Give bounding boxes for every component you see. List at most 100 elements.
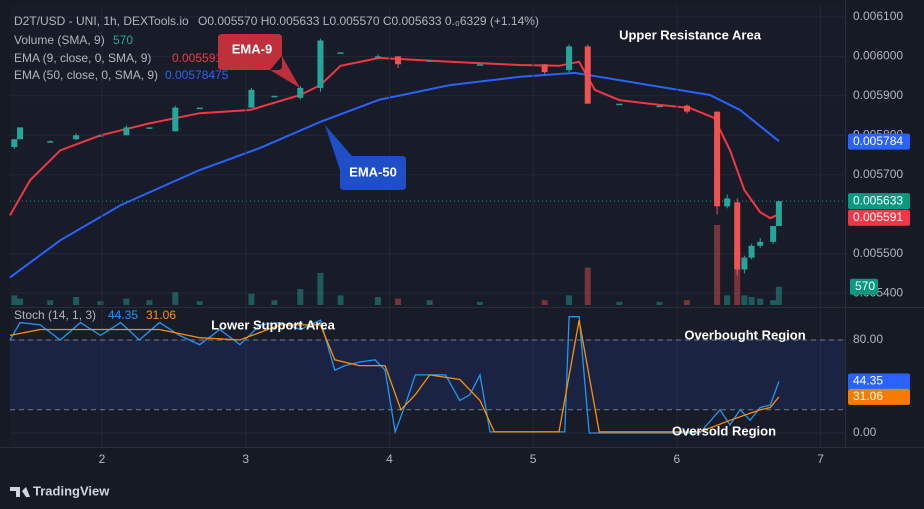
volume-badge (850, 278, 878, 295)
annotation: Oversold Region (672, 423, 776, 438)
candle-body (97, 135, 104, 137)
callout-box (218, 34, 300, 88)
candle-body (770, 226, 777, 242)
candle-body (476, 64, 483, 66)
volume-bar (271, 300, 278, 305)
volume-bar (395, 298, 402, 305)
candle-body (683, 105, 690, 112)
stoch-legend: Stoch (14, 1, 3) 44.35 31.06 (14, 308, 176, 322)
candle-body (248, 89, 255, 108)
price-badge-label: 31.06 (853, 389, 883, 403)
candle-body (584, 46, 591, 104)
volume-bar (317, 273, 324, 305)
symbol: D2T/USD - UNI, 1h, DEXTools.io (14, 14, 189, 28)
y-tick-label: 0.005900 (853, 88, 903, 102)
x-tick-label: 5 (530, 452, 537, 466)
volume-bar (146, 300, 153, 305)
annotation: Lower Support Area (211, 317, 336, 332)
candle-body (317, 40, 324, 88)
price-badge (848, 193, 910, 210)
volume-bar (757, 298, 764, 305)
ema9-callout: EMA-9 (218, 34, 300, 88)
x-tick-label: 6 (674, 452, 681, 466)
volume-bar (741, 295, 748, 305)
logo (10, 487, 30, 497)
y-tick-label: 0.005500 (853, 246, 903, 260)
candle-body (757, 241, 764, 246)
volume-bar (248, 293, 255, 305)
callout-box (325, 125, 406, 190)
volume-bar (714, 225, 721, 305)
ema50-callout: EMA-50 (325, 125, 406, 190)
series-line (9, 320, 780, 433)
price-badge-label: 0.005633 (853, 193, 903, 207)
volume-bar (748, 297, 755, 305)
volume-legend: Volume (SMA, 9) (14, 33, 105, 47)
volume-bar (172, 292, 179, 305)
candle-body (146, 127, 153, 129)
x-tick-label: 3 (242, 452, 249, 466)
watermark: TradingView (10, 483, 110, 498)
candle-body (616, 103, 623, 106)
candle-body (123, 127, 130, 136)
candle-body (172, 107, 179, 132)
legend-entry: EMA (50, close, 0, SMA, 9) (14, 68, 158, 82)
candle-body (741, 257, 748, 270)
volume-bar (775, 286, 782, 305)
candle-body (748, 245, 755, 258)
annotation: EMA-9 (232, 41, 272, 56)
volume-bar (683, 300, 690, 305)
volume-badge-label: 570 (855, 279, 875, 293)
volume-bar (337, 295, 344, 305)
candle-body (714, 111, 721, 207)
ohlc: O0.005570 H0.005633 L0.005570 C0.005633 … (198, 14, 539, 28)
y-tick-label: 0.005700 (853, 167, 903, 181)
volume-bar (476, 301, 483, 305)
volume-bar (374, 297, 381, 305)
volume-bar (97, 301, 104, 305)
candle-body (73, 135, 80, 140)
volume-bar (196, 301, 203, 305)
y-tick-label: 80.00 (853, 332, 883, 346)
candle-body (374, 56, 381, 58)
volume-bar (566, 295, 573, 305)
volume-legend-value: 570 (113, 33, 133, 47)
candle-body (47, 141, 54, 143)
price-badge-label: 0.005784 (853, 134, 903, 148)
volume-bar (656, 301, 663, 305)
plot-layer: 0.0061000.0060000.0059000.0058000.005700… (9, 5, 910, 466)
volume-bar (426, 300, 433, 305)
candle-body (734, 202, 741, 270)
volume-bar (297, 289, 304, 305)
y-tick-label: 0.006000 (853, 48, 903, 62)
candle-body (297, 87, 304, 98)
x-tick-label: 4 (386, 452, 393, 466)
legend-value: 31.06 (146, 308, 176, 322)
volume-bar (734, 246, 741, 305)
series-line (9, 316, 780, 435)
x-tick-label: 2 (99, 452, 106, 466)
volume-bar (17, 298, 24, 305)
volume-bar (47, 300, 54, 305)
volume-bar (616, 301, 623, 305)
price-badge-label: 44.35 (853, 374, 883, 388)
price-badge (848, 209, 910, 226)
volume-bar (770, 300, 777, 305)
candle-body (656, 105, 663, 108)
volume-bar (541, 300, 548, 305)
candle-body (775, 201, 782, 227)
series-line (9, 56, 780, 220)
candle-body (11, 139, 18, 148)
candle-body (196, 107, 203, 110)
candle-body (271, 95, 278, 98)
annotation: Overbought Region (684, 327, 805, 342)
legend-entry: EMA (9, close, 0, SMA, 9) (14, 51, 151, 65)
brand: TradingView (33, 483, 110, 498)
volume-bar (11, 295, 18, 305)
candle-body (337, 52, 344, 54)
price-badge-label: 0.005591 (853, 210, 903, 224)
candle-body (17, 127, 24, 140)
series-line (9, 71, 780, 279)
price-badge (848, 133, 910, 150)
